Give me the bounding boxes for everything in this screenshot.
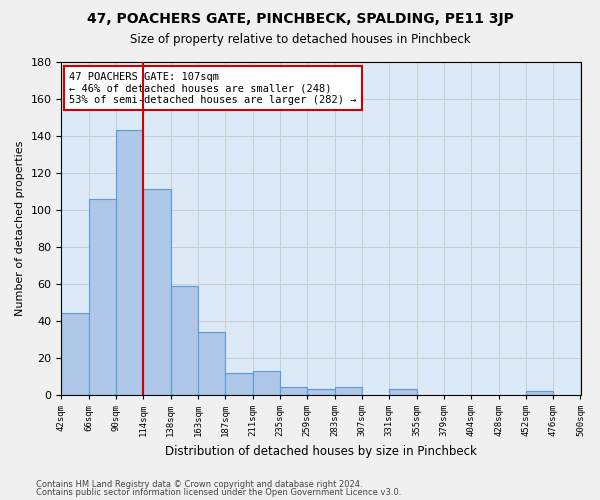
Text: 47 POACHERS GATE: 107sqm
← 46% of detached houses are smaller (248)
53% of semi-: 47 POACHERS GATE: 107sqm ← 46% of detach… (69, 72, 356, 104)
Bar (253, 371, 280, 395)
Bar (89, 198, 116, 395)
Bar (61, 314, 89, 395)
Bar (526, 391, 553, 395)
Bar (226, 372, 253, 395)
Bar (170, 286, 198, 395)
Y-axis label: Number of detached properties: Number of detached properties (15, 140, 25, 316)
Bar (143, 190, 170, 395)
Bar (389, 390, 416, 395)
Text: Contains public sector information licensed under the Open Government Licence v3: Contains public sector information licen… (36, 488, 401, 497)
Bar (198, 332, 226, 395)
X-axis label: Distribution of detached houses by size in Pinchbeck: Distribution of detached houses by size … (165, 444, 477, 458)
Text: Contains HM Land Registry data © Crown copyright and database right 2024.: Contains HM Land Registry data © Crown c… (36, 480, 362, 489)
Text: 47, POACHERS GATE, PINCHBECK, SPALDING, PE11 3JP: 47, POACHERS GATE, PINCHBECK, SPALDING, … (86, 12, 514, 26)
Bar (280, 388, 307, 395)
Bar (335, 388, 362, 395)
Bar (307, 390, 335, 395)
Bar (116, 130, 143, 395)
Text: Size of property relative to detached houses in Pinchbeck: Size of property relative to detached ho… (130, 32, 470, 46)
